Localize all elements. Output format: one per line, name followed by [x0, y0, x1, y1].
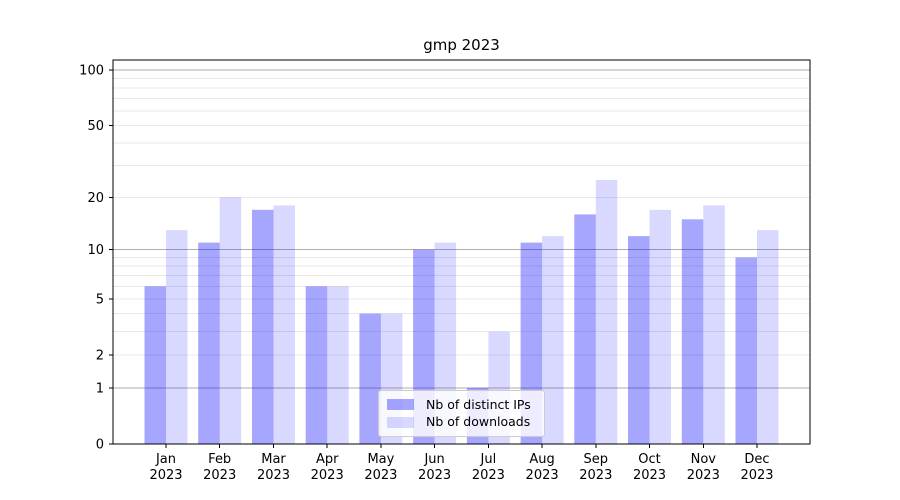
legend-label-downloads: Nb of downloads: [426, 413, 531, 429]
y-tick-label: 50: [87, 119, 104, 134]
x-tick-label-year: 2023: [579, 468, 612, 483]
legend: Nb of distinct IPs Nb of downloads: [378, 390, 545, 437]
x-tick-label-month: May: [367, 452, 394, 467]
bar-nb-of-downloads-apr: [327, 286, 349, 444]
bar-nb-of-downloads-sep: [595, 180, 618, 444]
x-tick-label-month: Jul: [480, 452, 497, 467]
bar-nb-of-distinct-ips-feb: [198, 242, 220, 444]
bar-nb-of-downloads-dec: [757, 230, 779, 444]
bar-nb-of-distinct-ips-sep: [574, 214, 596, 444]
legend-swatch-downloads: [387, 416, 414, 428]
chart-title: gmp 2023: [423, 36, 500, 54]
bar-nb-of-downloads-jan: [166, 230, 188, 444]
legend-item-downloads: Nb of downloads: [387, 413, 536, 429]
legend-swatch-distinct-ips: [387, 399, 414, 411]
bar-nb-of-downloads-feb: [219, 197, 242, 444]
bar-nb-of-downloads-oct: [649, 209, 671, 444]
bar-nb-of-downloads-mar: [273, 205, 295, 444]
x-tick-label-year: 2023: [418, 468, 451, 483]
y-tick-label: 2: [96, 349, 104, 364]
bar-nb-of-downloads-aug: [542, 236, 564, 444]
bar-nb-of-distinct-ips-oct: [628, 236, 650, 444]
x-tick-label-year: 2023: [149, 468, 182, 483]
legend-label-distinct-ips: Nb of distinct IPs: [426, 396, 531, 412]
x-tick-label-month: Jan: [155, 452, 176, 467]
x-tick-label-month: Mar: [261, 452, 286, 467]
x-tick-label-month: Jun: [423, 452, 444, 467]
x-tick-label-year: 2023: [472, 468, 505, 483]
x-tick-label-year: 2023: [740, 468, 773, 483]
x-tick-label-month: Feb: [208, 452, 231, 467]
gridlines: [113, 69, 810, 389]
plot-frame: [112, 59, 811, 445]
y-tick-label: 5: [96, 292, 104, 307]
x-axis: Jan2023Feb2023Mar2023Apr2023May2023Jun20…: [149, 444, 774, 483]
x-tick-label-month: Dec: [744, 452, 769, 467]
y-tick-label: 20: [87, 191, 104, 206]
x-tick-label-month: Sep: [584, 452, 609, 467]
y-tick-label: 0: [96, 438, 104, 453]
y-tick-label: 10: [87, 243, 104, 258]
x-tick-label-month: Apr: [316, 452, 339, 467]
x-tick-label-year: 2023: [633, 468, 666, 483]
x-tick-label-year: 2023: [526, 468, 559, 483]
bar-nb-of-distinct-ips-may: [359, 313, 381, 444]
x-tick-label-year: 2023: [311, 468, 344, 483]
bar-nb-of-distinct-ips-jan: [144, 286, 166, 444]
bar-nb-of-distinct-ips-mar: [252, 209, 274, 444]
x-tick-label-year: 2023: [257, 468, 290, 483]
x-tick-label-month: Nov: [691, 452, 717, 467]
y-tick-label: 100: [79, 64, 104, 79]
bar-nb-of-distinct-ips-apr: [305, 286, 328, 444]
y-tick-label: 1: [96, 381, 104, 396]
x-tick-label-year: 2023: [687, 468, 720, 483]
x-tick-label-month: Oct: [638, 452, 660, 467]
x-tick-label-month: Aug: [529, 452, 554, 467]
bar-nb-of-distinct-ips-nov: [681, 219, 704, 444]
bar-nb-of-downloads-nov: [703, 205, 725, 444]
bar-nb-of-distinct-ips-dec: [735, 257, 757, 444]
y-axis: 0 1 2 5 10 20 50 100: [79, 64, 113, 453]
x-tick-label-year: 2023: [364, 468, 397, 483]
legend-item-distinct-ips: Nb of distinct IPs: [387, 396, 536, 412]
x-tick-label-year: 2023: [203, 468, 236, 483]
